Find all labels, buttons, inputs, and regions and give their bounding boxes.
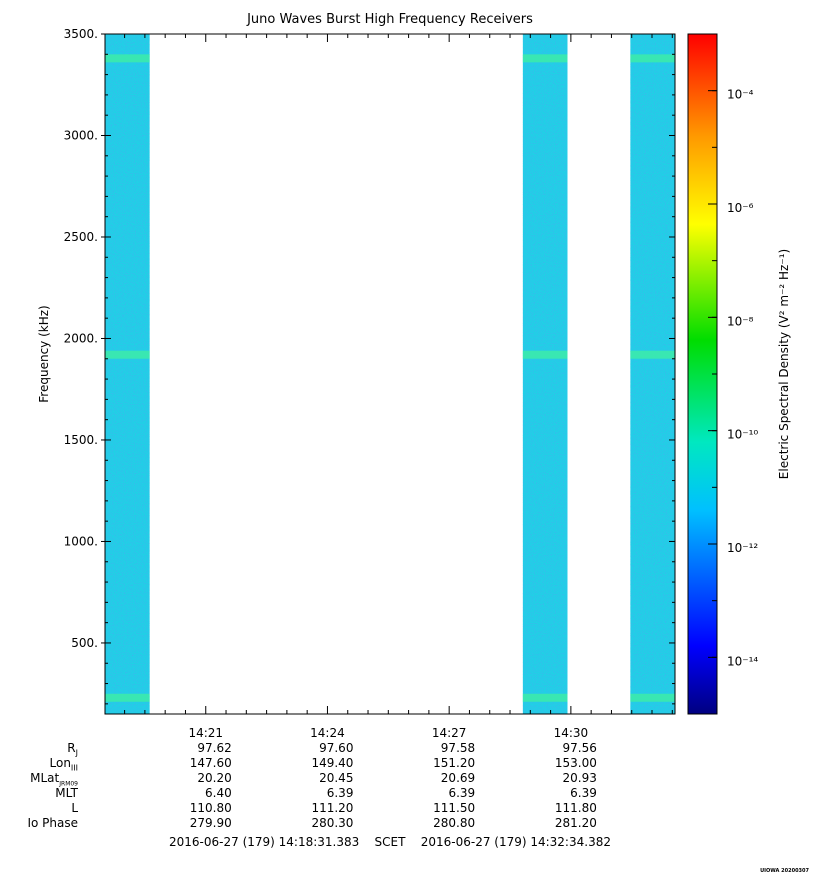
emission-band	[522, 350, 568, 359]
watermark-stamp: UIOWA 20200307	[760, 868, 809, 874]
ephemeris-value-rj: 97.58	[440, 741, 476, 755]
colorbar: 10⁻¹⁴ 10⁻¹² 10⁻¹⁰ 10⁻⁸ 10⁻⁶ 10⁻⁴ Electric Spec…	[687, 33, 791, 715]
ephemeris-value-lon: 151.20	[433, 756, 476, 770]
io-phase-label: Io Phase	[27, 816, 78, 830]
scet-label: SCET	[374, 835, 406, 849]
data-segment-noise	[522, 34, 568, 714]
colorbar-title: Electric Spectral Density (V² m⁻² Hz⁻¹)	[777, 249, 791, 479]
ephemeris-value-l: 111.50	[433, 801, 476, 815]
rj-label: RJ	[67, 741, 78, 758]
ephemeris-value-mlt: 6.39	[570, 786, 597, 800]
ephemeris-value-rj: 97.60	[319, 741, 354, 755]
emission-band	[522, 54, 568, 63]
y-tick-label: 1500.	[64, 433, 98, 447]
ephemeris-value-mlt: 6.39	[448, 786, 476, 800]
y-tick-label: 500.	[71, 636, 98, 650]
ephemeris-value-lon: 149.40	[311, 756, 354, 770]
emission-band	[105, 350, 150, 359]
ephemeris-value-mlat: 20.69	[440, 771, 476, 785]
data-segment-noise	[630, 34, 675, 714]
ephemeris-value-mlat: 20.45	[319, 771, 354, 785]
emission-band	[630, 54, 675, 63]
spectrogram-plot: 500. 1000. 1500. 2000. 2500. 3000. 3500. Freque…	[37, 27, 676, 715]
ephemeris-value-mlt: 6.39	[326, 786, 354, 800]
emission-band	[105, 693, 150, 702]
scet-line: 2016-06-27 (179) 14:18:31.383 SCET 2016-…	[0, 835, 780, 849]
y-axis-title: Frequency (kHz)	[37, 305, 51, 402]
ephemeris-value-lon: 153.00	[554, 756, 597, 770]
ephemeris-value-mlt: 6.40	[205, 786, 232, 800]
colorbar-tick-label: 10⁻¹⁴	[727, 654, 758, 668]
mlt-label: MLT	[55, 786, 78, 800]
x-tick-label: 14:24	[310, 726, 345, 740]
ephemeris-value-io: 280.80	[433, 816, 476, 830]
x-tick-label: 14:27	[431, 726, 467, 740]
y-tick-label: 3500.	[64, 27, 98, 41]
x-tick-label: 14:21	[188, 726, 224, 740]
colorbar-tick-label: 10⁻¹²	[727, 541, 758, 555]
y-tick-label: 3000.	[64, 128, 98, 142]
mlat-label: MLatJRM09	[30, 771, 78, 788]
plot-frame	[104, 33, 676, 715]
ephemeris-value-rj: 97.56	[562, 741, 597, 755]
ephemeris-value-l: 111.80	[554, 801, 597, 815]
x-tick-label: 14:30	[553, 726, 589, 740]
y-tick-label: 2000.	[64, 331, 98, 345]
ephemeris-value-lon: 147.60	[189, 756, 232, 770]
emission-band	[522, 693, 568, 702]
ephemeris-value-io: 279.90	[189, 816, 232, 830]
colorbar-tick-label: 10⁻⁶	[727, 201, 754, 215]
emission-band	[630, 350, 675, 359]
colorbar-tick-label: 10⁻¹⁰	[727, 428, 758, 442]
scet-end: 2016-06-27 (179) 14:32:34.382	[420, 835, 611, 849]
ephemeris-value-l: 111.20	[311, 801, 354, 815]
ephemeris-value-mlat: 20.20	[197, 771, 232, 785]
ephemeris-value-io: 280.30	[311, 816, 354, 830]
scet-start: 2016-06-27 (179) 14:18:31.383	[169, 835, 360, 849]
ephemeris-value-l: 110.80	[189, 801, 232, 815]
colorbar-tick-label: 10⁻⁴	[727, 88, 754, 102]
emission-band	[105, 54, 150, 63]
chart-title: Juno Waves Burst High Frequency Receiver…	[247, 12, 533, 27]
ephemeris-value-rj: 97.62	[197, 741, 232, 755]
y-tick-label: 1000.	[64, 534, 98, 548]
lon-label: LonIII	[49, 756, 79, 773]
data-segment-noise	[105, 34, 150, 714]
ephemeris-value-io: 281.20	[554, 816, 597, 830]
y-tick-label: 2500.	[64, 230, 98, 244]
l-label: L	[71, 801, 78, 815]
ephemeris-value-mlat: 20.93	[562, 771, 597, 785]
colorbar-tick-label: 10⁻⁸	[727, 314, 754, 328]
emission-band	[630, 693, 675, 702]
